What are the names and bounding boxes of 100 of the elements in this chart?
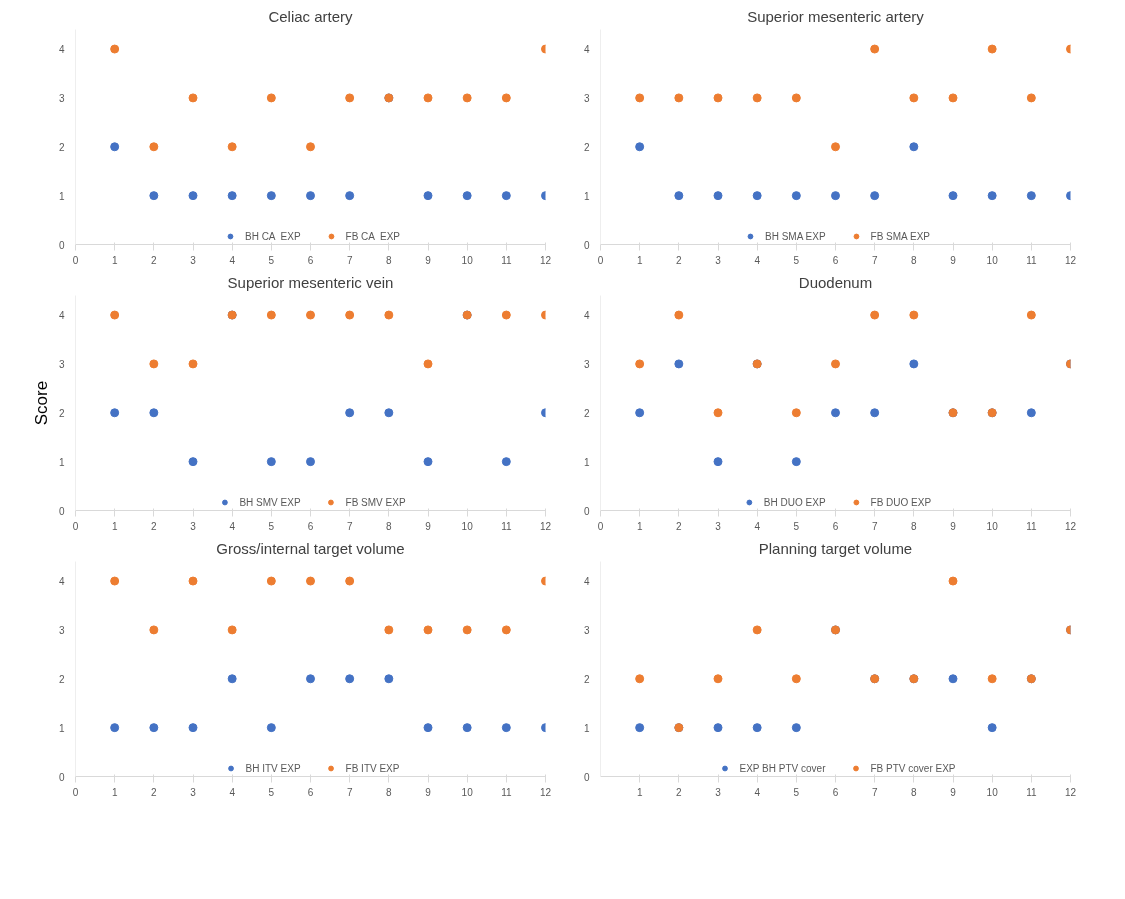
x-tick-label: 9 bbox=[950, 254, 957, 266]
x-tick-label: 6 bbox=[307, 520, 314, 532]
x-tick-label: 12 bbox=[1064, 786, 1077, 798]
x-tick-label: 8 bbox=[911, 786, 918, 798]
x-tick-label: 12 bbox=[1064, 520, 1077, 532]
x-tick-label: 0 bbox=[597, 520, 604, 532]
chart-title: Superior mesenteric vein bbox=[227, 273, 394, 291]
legend-label: FB SMV EXP bbox=[345, 496, 406, 508]
x-tick-label: 7 bbox=[346, 786, 353, 798]
legend-label: EXP BH PTV cover bbox=[739, 762, 826, 774]
x-tick-label: 10 bbox=[461, 786, 474, 798]
y-tick-label: 4 bbox=[583, 576, 590, 588]
y-tick-label: 0 bbox=[583, 239, 590, 251]
x-tick-label: 3 bbox=[715, 786, 722, 798]
x-tick-label: 9 bbox=[950, 520, 957, 532]
y-tick-label: 4 bbox=[58, 576, 65, 588]
y-tick-label: 0 bbox=[58, 771, 65, 783]
x-tick-label: 1 bbox=[636, 254, 643, 266]
x-tick-label: 10 bbox=[986, 786, 999, 798]
x-tick-label: 11 bbox=[1026, 254, 1037, 266]
legend-label: BH DUO EXP bbox=[763, 496, 826, 508]
x-tick-label: 5 bbox=[793, 520, 800, 532]
x-tick-label: 4 bbox=[229, 254, 236, 266]
y-axis-title: Score bbox=[31, 380, 51, 426]
y-tick-label: 2 bbox=[583, 673, 590, 685]
y-tick-label: 4 bbox=[58, 310, 65, 322]
x-tick-label: 5 bbox=[268, 520, 275, 532]
x-tick-label: 6 bbox=[832, 254, 839, 266]
x-tick-label: 11 bbox=[1026, 520, 1037, 532]
chart-title: Superior mesenteric artery bbox=[747, 7, 925, 25]
x-tick-label: 6 bbox=[307, 786, 314, 798]
y-tick-label: 3 bbox=[58, 92, 65, 104]
x-tick-label: 2 bbox=[676, 520, 683, 532]
x-tick-label: 0 bbox=[72, 254, 79, 266]
x-tick-label: 11 bbox=[501, 520, 512, 532]
y-tick-label: 0 bbox=[583, 771, 590, 783]
chart-title: Duodenum bbox=[798, 273, 873, 291]
x-tick-label: 3 bbox=[715, 254, 722, 266]
x-tick-label: 8 bbox=[386, 254, 393, 266]
legend-label: FB PTV cover EXP bbox=[870, 762, 956, 774]
x-tick-label: 6 bbox=[832, 786, 839, 798]
y-tick-label: 3 bbox=[583, 624, 590, 636]
x-tick-label: 4 bbox=[754, 520, 761, 532]
x-tick-label: 10 bbox=[461, 254, 474, 266]
x-tick-label: 11 bbox=[1026, 786, 1037, 798]
y-tick-label: 4 bbox=[58, 44, 65, 56]
x-tick-label: 2 bbox=[151, 520, 158, 532]
x-tick-label: 12 bbox=[539, 786, 552, 798]
x-tick-label: 0 bbox=[597, 254, 604, 266]
x-tick-label: 1 bbox=[636, 520, 643, 532]
x-tick-label: 2 bbox=[151, 786, 158, 798]
y-tick-label: 1 bbox=[583, 190, 590, 202]
x-tick-label: 9 bbox=[425, 786, 432, 798]
x-tick-label: 7 bbox=[871, 786, 878, 798]
x-tick-label: 9 bbox=[425, 520, 432, 532]
legend-label: FB SMA EXP bbox=[870, 230, 931, 242]
x-tick-label: 4 bbox=[229, 520, 236, 532]
x-tick-label: 5 bbox=[793, 254, 800, 266]
y-tick-label: 4 bbox=[583, 310, 590, 322]
y-tick-label: 2 bbox=[58, 141, 65, 153]
x-tick-label: 5 bbox=[268, 786, 275, 798]
y-tick-label: 1 bbox=[58, 190, 65, 202]
y-tick-label: 3 bbox=[583, 92, 590, 104]
x-tick-label: 7 bbox=[346, 254, 353, 266]
x-tick-label: 11 bbox=[501, 786, 512, 798]
legend-label: FB ITV EXP bbox=[345, 762, 400, 774]
legend-label: BH ITV EXP bbox=[245, 762, 301, 774]
x-tick-label: 11 bbox=[501, 254, 512, 266]
x-tick-label: 5 bbox=[268, 254, 275, 266]
x-tick-label: 2 bbox=[676, 254, 683, 266]
x-tick-label: 2 bbox=[676, 786, 683, 798]
x-tick-label: 10 bbox=[986, 254, 999, 266]
x-tick-label: 3 bbox=[190, 786, 197, 798]
y-tick-label: 3 bbox=[58, 624, 65, 636]
y-tick-label: 2 bbox=[583, 407, 590, 419]
y-tick-label: 0 bbox=[58, 505, 65, 517]
x-tick-label: 3 bbox=[715, 520, 722, 532]
y-tick-label: 1 bbox=[583, 722, 590, 734]
y-tick-label: 1 bbox=[583, 456, 590, 468]
chart-title: Gross/internal target volume bbox=[216, 539, 405, 557]
legend-label: FB DUO EXP bbox=[870, 496, 932, 508]
x-tick-label: 12 bbox=[539, 520, 552, 532]
x-tick-label: 0 bbox=[72, 786, 79, 798]
x-tick-label: 8 bbox=[911, 520, 918, 532]
y-tick-label: 3 bbox=[58, 358, 65, 370]
x-tick-label: 12 bbox=[1064, 254, 1077, 266]
legend-label: BH SMA EXP bbox=[764, 230, 826, 242]
x-tick-label: 4 bbox=[229, 786, 236, 798]
x-tick-label: 1 bbox=[636, 786, 643, 798]
y-tick-label: 0 bbox=[583, 505, 590, 517]
x-tick-label: 7 bbox=[346, 520, 353, 532]
x-tick-label: 5 bbox=[793, 786, 800, 798]
x-tick-label: 1 bbox=[111, 254, 118, 266]
x-tick-label: 8 bbox=[386, 786, 393, 798]
legend-label: BH SMV EXP bbox=[239, 496, 301, 508]
x-tick-label: 9 bbox=[425, 254, 432, 266]
x-tick-label: 2 bbox=[151, 254, 158, 266]
y-tick-label: 2 bbox=[583, 141, 590, 153]
chart-title: Planning target volume bbox=[758, 539, 913, 557]
chart-title: Celiac artery bbox=[268, 7, 354, 25]
